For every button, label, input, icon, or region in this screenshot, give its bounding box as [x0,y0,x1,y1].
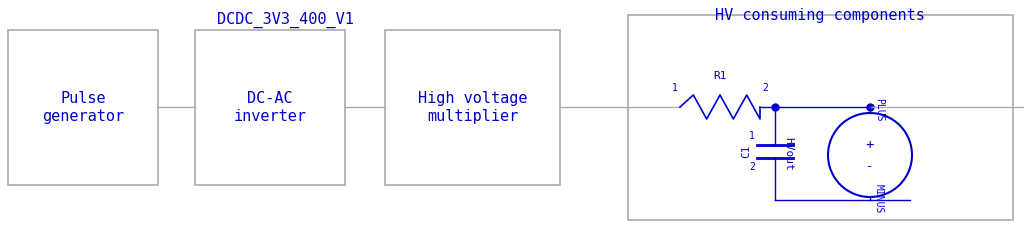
Text: PLUS: PLUS [874,98,884,122]
Text: -: - [866,160,873,173]
Text: +: + [866,138,874,152]
Bar [385,30,560,185]
Bar [8,30,158,185]
Text: Pulse
generator: Pulse generator [42,91,124,124]
Text: HVout: HVout [783,137,793,170]
Text: 1: 1 [750,131,755,141]
Text: DC-AC
inverter: DC-AC inverter [233,91,306,124]
Text: HV consuming components: HV consuming components [715,8,925,23]
Bar [195,30,345,185]
Bar [628,15,1013,220]
Text: C1: C1 [741,145,751,158]
Text: R1: R1 [714,71,727,81]
Text: 1: 1 [672,83,678,93]
Text: DCDC_3V3_400_V1: DCDC_3V3_400_V1 [216,12,353,28]
Text: 2: 2 [750,162,755,172]
Text: High voltage
multiplier: High voltage multiplier [418,91,527,124]
Text: MINUS: MINUS [874,184,884,213]
Text: 2: 2 [762,83,768,93]
